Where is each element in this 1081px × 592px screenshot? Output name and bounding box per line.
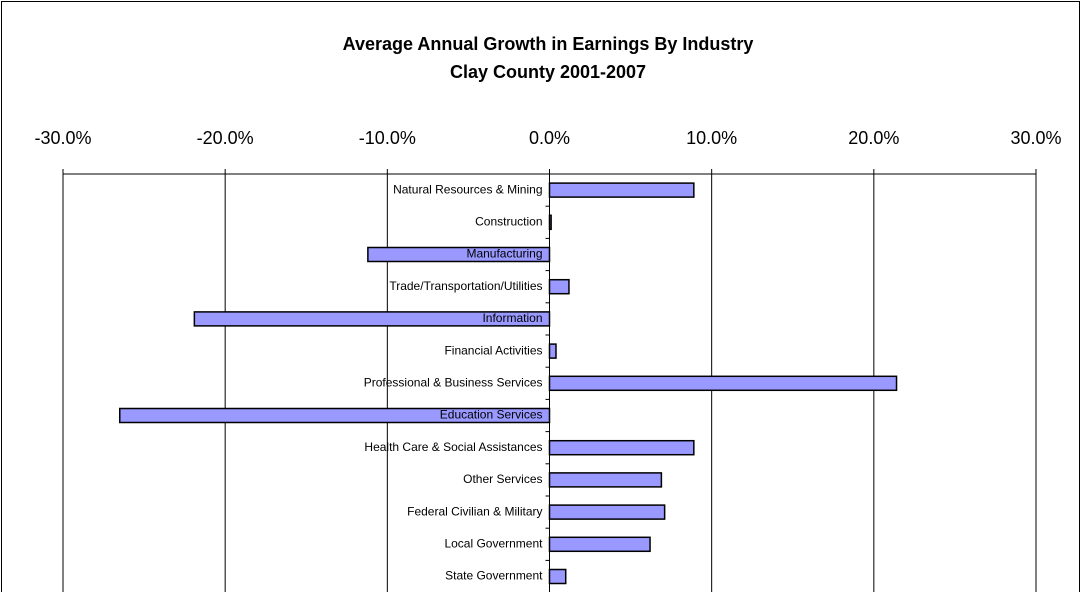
y-tick-label: Natural Resources & Mining xyxy=(393,182,542,196)
x-tick-label: -20.0% xyxy=(197,128,254,148)
y-tick-label: Trade/Transportation/Utilities xyxy=(389,279,542,293)
y-tick-label: Local Government xyxy=(444,536,543,550)
bar xyxy=(548,375,898,392)
bar xyxy=(548,439,695,456)
x-tick-label: -10.0% xyxy=(359,128,416,148)
y-tick-label: Financial Activities xyxy=(444,343,542,357)
x-tick-label: 0.0% xyxy=(529,128,570,148)
bar xyxy=(548,568,567,585)
x-tick-label: 20.0% xyxy=(848,128,899,148)
chart-title: Average Annual Growth in Earnings By Ind… xyxy=(343,34,754,54)
bar xyxy=(548,536,651,553)
y-tick-label: Federal Civilian & Military xyxy=(407,504,542,518)
y-tick-label: Manufacturing xyxy=(466,247,542,261)
chart-subtitle: Clay County 2001-2007 xyxy=(450,62,646,82)
bar xyxy=(548,343,557,359)
bar xyxy=(548,182,695,198)
x-tick-label: 10.0% xyxy=(686,128,737,148)
y-tick-label: Other Services xyxy=(463,472,542,486)
bar xyxy=(548,504,666,520)
x-tick-label: 30.0% xyxy=(1010,128,1061,148)
y-tick-label: Information xyxy=(482,311,542,325)
x-tick-label: -30.0% xyxy=(34,128,91,148)
y-tick-label: State Government xyxy=(445,569,543,583)
bar xyxy=(548,278,570,295)
y-tick-label: Health Care & Social Assistances xyxy=(364,440,542,454)
y-tick-label: Construction xyxy=(475,214,542,228)
bar xyxy=(548,472,663,488)
y-tick-label: Professional & Business Services xyxy=(364,375,543,389)
y-tick-label: Education Services xyxy=(440,408,543,422)
